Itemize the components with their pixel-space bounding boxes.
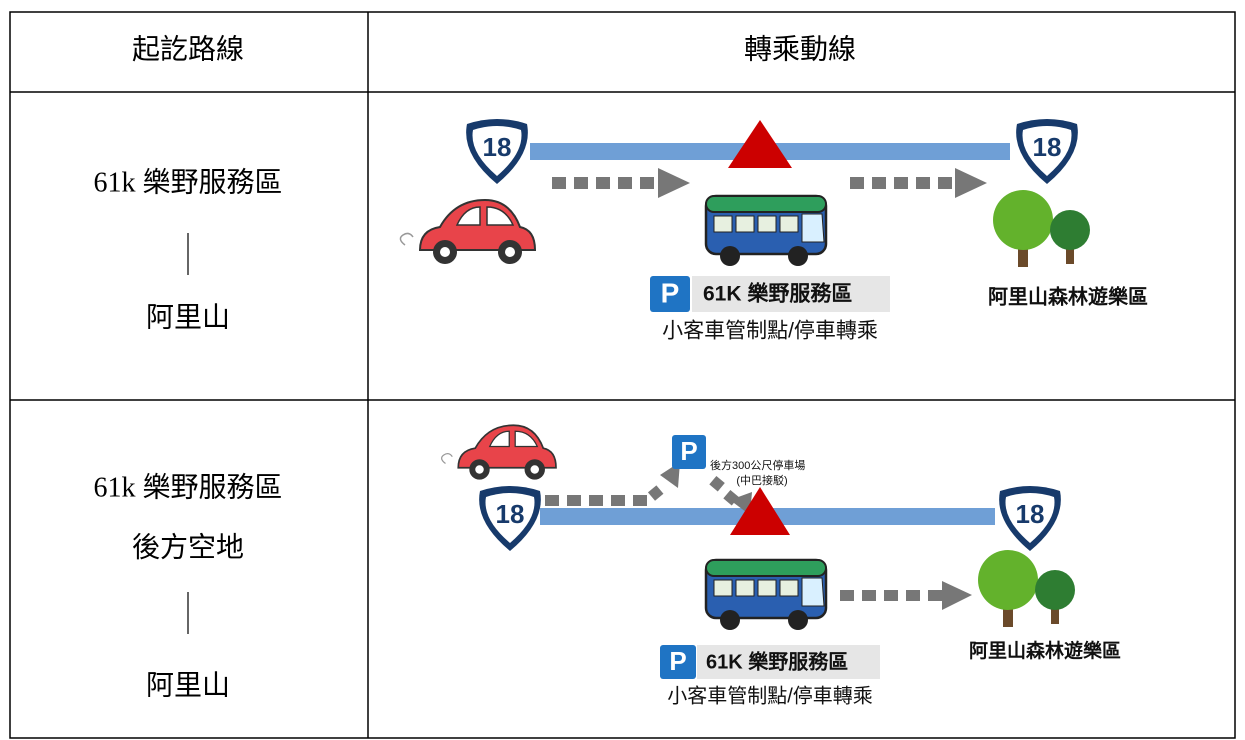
parking-letter: P (680, 436, 697, 466)
route-end: 阿里山 (146, 301, 230, 333)
route-via: 後方空地 (132, 531, 244, 563)
diagram-row-2: 18 18 P 後方300公尺停車場 (中巴接駁) P 61K 樂野服務區 小客… (440, 424, 1121, 707)
shield-number: 18 (483, 132, 512, 162)
dashed-arrow (545, 462, 972, 610)
destination-label: 阿里山森林遊樂區 (969, 639, 1121, 662)
label-box (692, 276, 890, 312)
destination-label: 阿里山森林遊樂區 (988, 284, 1148, 308)
checkpoint-marker (730, 487, 790, 535)
bus-icon (704, 558, 828, 632)
diagram-row-1: 18 18 P 61K 樂野服務區 小客車管制點/停車轉乘 阿里山森林遊樂區 (399, 119, 1148, 343)
shield-number: 18 (1033, 132, 1062, 162)
parking-letter: P (661, 277, 680, 308)
route-end: 阿里山 (146, 669, 230, 701)
parking-letter: P (669, 646, 686, 676)
control-point-label: 小客車管制點/停車轉乘 (667, 684, 873, 707)
parking-sign (650, 276, 690, 312)
header-cell: 轉乘動線 (744, 33, 856, 65)
trees-icon (978, 550, 1075, 627)
route-start: 61k 樂野服務區 (93, 166, 282, 198)
car-icon (399, 199, 536, 265)
shield-number: 18 (496, 499, 525, 529)
shield-number: 18 (1016, 499, 1045, 529)
route-start: 61k 樂野服務區 (93, 471, 282, 503)
header-cell: 起訖路線 (132, 33, 244, 65)
label-box (697, 645, 880, 679)
trees-icon (993, 190, 1090, 267)
service-area-label: 61K 樂野服務區 (703, 282, 852, 306)
rear-parking-label: 後方300公尺停車場 (710, 458, 805, 472)
bus-icon (704, 194, 828, 268)
rear-parking-note: (中巴接駁) (736, 474, 787, 487)
control-point-label: 小客車管制點/停車轉乘 (662, 320, 878, 343)
parking-sign (672, 435, 706, 469)
car-icon (440, 424, 557, 481)
table-grid (9, 11, 1236, 739)
dashed-arrow (552, 168, 987, 198)
parking-sign (660, 645, 696, 679)
service-area-label: 61K 樂野服務區 (706, 649, 848, 673)
checkpoint-marker (728, 120, 792, 168)
